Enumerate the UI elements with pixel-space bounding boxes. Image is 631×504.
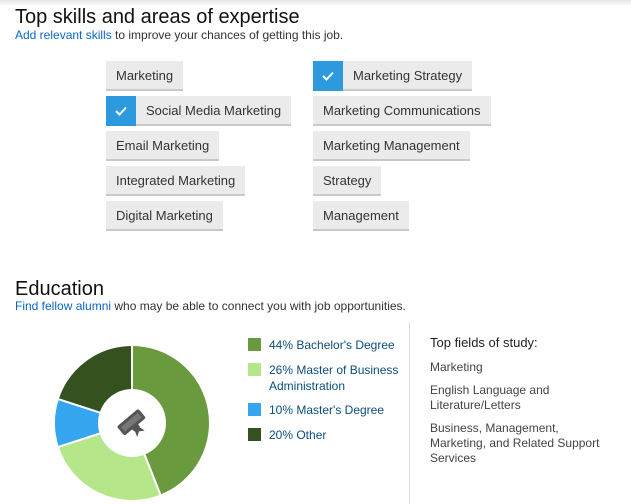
legend-label: 44% Bachelor's Degree — [269, 338, 395, 352]
skill-chip-integrated-marketing[interactable]: Integrated Marketing — [106, 166, 246, 196]
skill-chip-marketing-management[interactable]: Marketing Management — [313, 131, 470, 161]
field-of-study-item: Business, Management, Marketing, and Rel… — [430, 421, 600, 465]
legend-item-mba: 26% Master of Business Administration — [248, 362, 409, 394]
skills-heading: Top skills and areas of expertise — [15, 6, 300, 28]
legend-item-bachelors: 44% Bachelor's Degree — [248, 337, 395, 353]
legend-item-masters: 10% Master's Degree — [248, 402, 384, 418]
skill-chip-label: Email Marketing — [116, 137, 210, 153]
skill-chip-label: Integrated Marketing — [116, 172, 236, 188]
skill-chip-label: Strategy — [323, 172, 372, 188]
education-subtitle-text: who may be able to connect you with job … — [111, 299, 406, 313]
legend-label: 10% Master's Degree — [269, 403, 385, 417]
skill-chip-marketing[interactable]: Marketing — [106, 61, 184, 91]
fields-of-study-title: Top fields of study: — [430, 335, 538, 350]
skill-chip-label: Marketing Communications — [323, 102, 481, 118]
skill-chip-label: Digital Marketing — [116, 207, 213, 223]
legend-swatch — [248, 428, 261, 441]
checkmark-icon — [313, 61, 343, 91]
skill-chip-management[interactable]: Management — [313, 201, 409, 231]
education-heading: Education — [15, 278, 104, 300]
skill-chip-marketing-strategy[interactable]: Marketing Strategy — [313, 61, 473, 91]
skills-subtitle: Add relevant skills to improve your chan… — [15, 28, 343, 42]
legend-label: 26% Master of Business Administration — [269, 363, 399, 393]
find-alumni-link[interactable]: Find fellow alumni — [15, 299, 112, 313]
field-of-study-item: English Language and Literature/Letters — [430, 383, 550, 412]
skill-chip-digital-marketing[interactable]: Digital Marketing — [106, 201, 223, 231]
skill-chip-label: Management — [323, 207, 399, 223]
diploma-icon — [112, 403, 152, 443]
field-of-study-item: Marketing — [430, 360, 483, 374]
legend-swatch — [248, 338, 261, 351]
legend-swatch — [248, 403, 261, 416]
top-shadow — [0, 0, 631, 6]
checkmark-icon — [106, 96, 136, 126]
skill-chip-social-media-marketing[interactable]: Social Media Marketing — [106, 96, 292, 126]
add-skills-link[interactable]: Add relevant skills — [15, 28, 112, 42]
skill-chip-label: Marketing Strategy — [353, 67, 463, 83]
skill-chip-label: Marketing Management — [323, 137, 460, 153]
donut-slice-bachelor-s-degree — [131, 343, 211, 497]
education-subtitle: Find fellow alumni who may be able to co… — [15, 299, 406, 313]
skill-chip-label: Marketing — [116, 67, 174, 83]
skill-chip-marketing-communications[interactable]: Marketing Communications — [313, 96, 491, 126]
vertical-divider — [409, 322, 410, 504]
donut-slice-master-of-business-administration — [56, 431, 163, 502]
skill-chip-strategy[interactable]: Strategy — [313, 166, 382, 196]
legend-swatch — [248, 363, 261, 376]
skill-chip-label: Social Media Marketing — [146, 102, 282, 118]
skills-subtitle-text: to improve your chances of getting this … — [111, 28, 344, 42]
legend-item-other: 20% Other — [248, 427, 326, 443]
skill-chip-email-marketing[interactable]: Email Marketing — [106, 131, 220, 161]
donut-slice-other — [56, 343, 133, 415]
legend-label: 20% Other — [269, 428, 327, 442]
